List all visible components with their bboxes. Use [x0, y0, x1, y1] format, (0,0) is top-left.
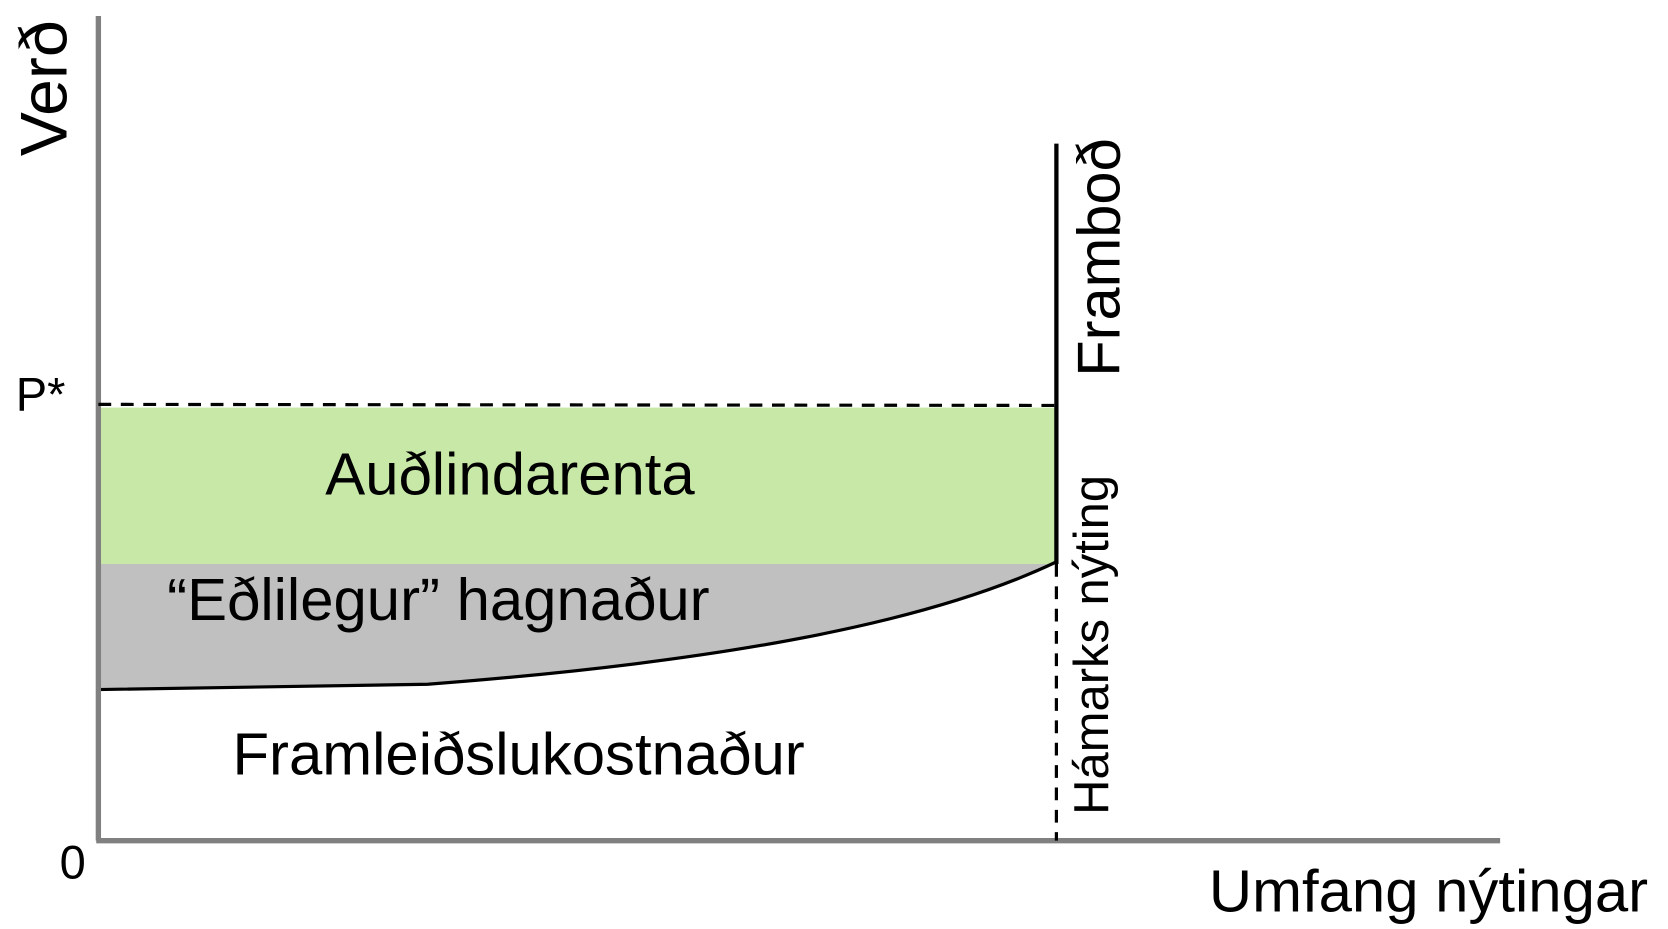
- price-line: [98, 402, 1057, 408]
- profit-label: “Eðlilegur” hagnaður: [167, 566, 709, 633]
- cost-curve: [98, 560, 1058, 692]
- cost-label: Framleiðslukostnaður: [232, 721, 804, 788]
- price-label: P*: [16, 368, 66, 420]
- max-use-label: Hámarks nýting: [1065, 475, 1119, 815]
- y-axis-label: Verð: [8, 20, 82, 156]
- supply-label: Framboð: [1065, 138, 1132, 376]
- rent-area: [98, 407, 1057, 564]
- origin-label: 0: [60, 837, 86, 889]
- x-axis-label: Umfang nýtingar: [1209, 858, 1648, 925]
- profit-area: [98, 563, 1057, 690]
- rent-label: Auðlindarenta: [325, 441, 695, 508]
